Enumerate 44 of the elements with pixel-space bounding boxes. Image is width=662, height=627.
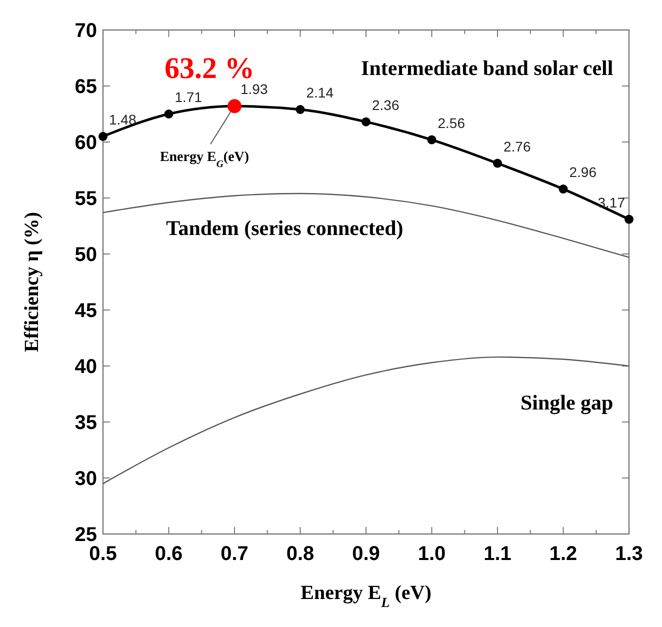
x-tick-label: 1.1 [484,543,512,565]
series-label: Intermediate band solar cell [361,56,614,80]
y-tick-label: 60 [74,132,97,154]
point [427,135,436,144]
y-tick-label: 40 [74,356,97,378]
x-tick-label: 1.2 [549,543,578,565]
annotation: Energy E$_{G}$(eV) [160,150,250,170]
y-tick-label: 45 [74,300,97,322]
x-axis-title: Energy E$_{L}$ (eV) [300,582,432,610]
line-series [102,192,630,258]
x-tick-label: 0.7 [220,543,248,565]
y-tick-label: 55 [74,188,97,210]
point [624,214,634,224]
annotation: 2.96 [569,164,597,180]
annotation: 2.36 [372,96,400,113]
annotation: 2.56 [438,114,466,131]
line-series [102,356,630,484]
y-tick-label: 70 [74,20,97,42]
x-tick-label: 1.0 [418,543,446,565]
point [558,184,568,194]
x-tick-label: 0.5 [89,543,117,565]
annotation: 1.71 [174,89,202,105]
y-tick-label: 65 [74,76,97,98]
series-label: Tandem (series connected) [166,216,404,240]
x-tick-label: 1.3 [615,543,643,565]
y-axis-title: Efficiency η (%) [21,212,43,352]
annotation: 3.17 [598,194,626,210]
x-tick-label: 0.9 [352,543,380,565]
annotation: 2.76 [504,138,531,154]
point [493,158,502,168]
y-tick-label: 30 [74,468,97,490]
point [164,110,174,118]
point [228,99,242,114]
x-tick-label: 0.8 [286,543,314,565]
point [362,117,370,126]
series-label: Single gap [520,390,614,414]
y-tick-label: 35 [74,412,97,434]
point [296,105,305,114]
y-tick-label: 50 [74,244,97,266]
x-tick-label: 0.6 [154,543,183,565]
annotation: 2.14 [306,84,334,101]
y-tick-label: 25 [74,524,97,546]
annotation: 1.48 [109,111,136,128]
point [98,132,108,141]
